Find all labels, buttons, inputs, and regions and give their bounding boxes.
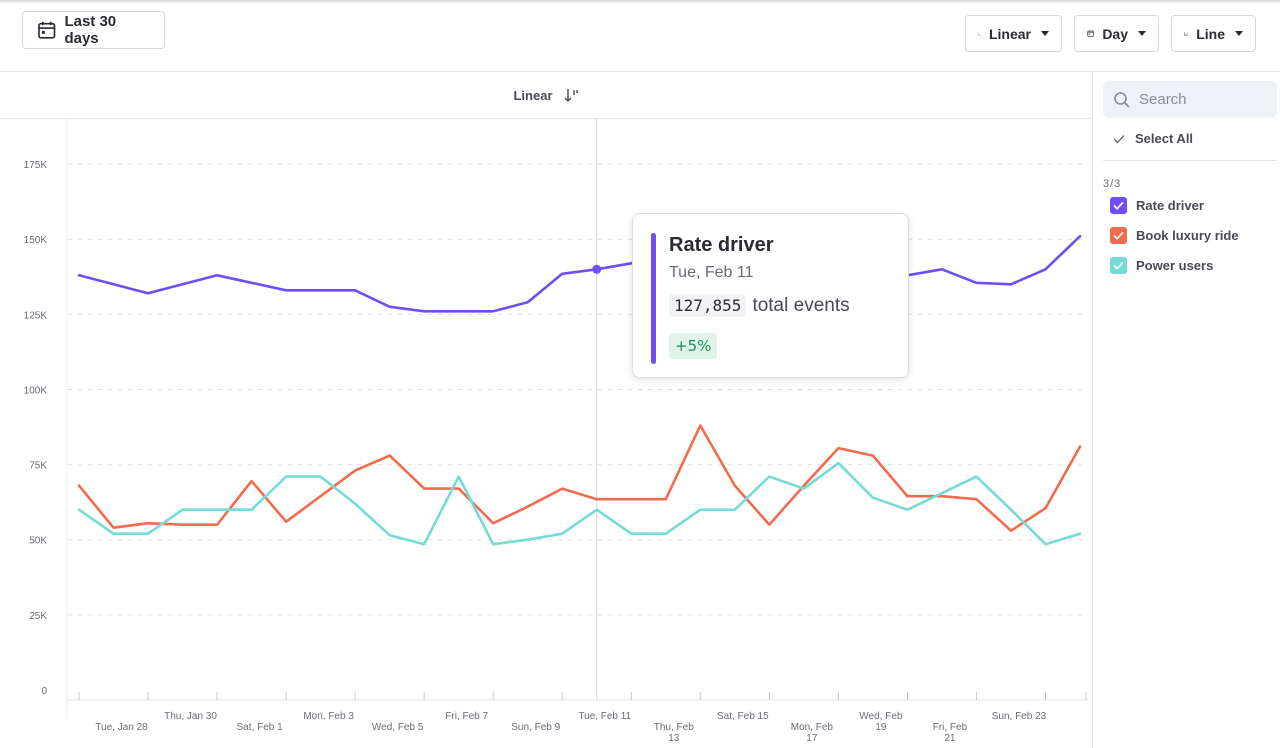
x-tick-label: Wed, Feb 5 bbox=[372, 722, 424, 733]
calendar-icon bbox=[1087, 30, 1094, 37]
line-chart-icon bbox=[1184, 31, 1188, 36]
x-tick-label: 19 bbox=[875, 722, 887, 733]
y-tick-label: 100K bbox=[24, 385, 48, 396]
hover-point bbox=[592, 264, 602, 274]
search-box[interactable] bbox=[1103, 81, 1277, 118]
calendar-icon bbox=[38, 21, 56, 39]
series-count: 3/3 bbox=[1103, 178, 1122, 190]
search-icon bbox=[1114, 91, 1130, 108]
y-tick-label: 175K bbox=[24, 160, 48, 171]
tooltip-value-row: 127,855 total events bbox=[669, 294, 850, 317]
chart-scale-label: Linear bbox=[513, 87, 553, 103]
x-tick-label: Wed, Feb bbox=[859, 711, 903, 722]
interval-dropdown[interactable]: Day bbox=[1074, 15, 1159, 52]
series-sidebar: Select All 3/3 Rate driver Book luxury r… bbox=[1093, 72, 1280, 748]
date-range-label: Last 30 days bbox=[64, 13, 117, 47]
y-tick-label: 75K bbox=[29, 461, 47, 472]
tooltip-date: Tue, Feb 11 bbox=[669, 264, 754, 281]
x-tick-label: Tue, Jan 28 bbox=[95, 722, 148, 733]
x-tick-label: 13 bbox=[668, 733, 680, 744]
y-tick-label: 25K bbox=[29, 611, 47, 622]
x-tick-label: Fri, Feb 7 bbox=[445, 711, 488, 722]
sidebar-divider-line bbox=[1103, 160, 1277, 161]
legend-item-label: Book luxury ride bbox=[1136, 228, 1239, 243]
chevron-down-icon bbox=[1041, 31, 1049, 36]
check-icon bbox=[1113, 134, 1125, 144]
search-input[interactable] bbox=[1139, 91, 1269, 108]
y-tick-label: 0 bbox=[41, 686, 47, 697]
series-line bbox=[77, 231, 1082, 313]
checkbox-checked-icon[interactable] bbox=[1110, 197, 1127, 214]
tooltip-change-badge: +5% bbox=[669, 333, 718, 359]
x-tick-label: Sat, Feb 15 bbox=[717, 711, 769, 722]
top-toolbar: Last 30 days Linear Day Line bbox=[0, 0, 1280, 72]
date-range-button[interactable]: Last 30 days bbox=[22, 11, 165, 49]
axis-icon bbox=[978, 32, 981, 35]
interval-dropdown-label: Day bbox=[1102, 25, 1128, 42]
y-tick-label: 125K bbox=[24, 310, 48, 321]
x-tick-label: Thu, Jan 30 bbox=[164, 711, 217, 722]
chevron-down-icon bbox=[1138, 31, 1146, 36]
y-tick-label: 150K bbox=[24, 235, 48, 246]
select-all-button[interactable]: Select All bbox=[1113, 131, 1193, 146]
chart-header: Linear bbox=[0, 72, 1092, 119]
legend-item-power-users[interactable]: Power users bbox=[1110, 257, 1213, 274]
chart-tooltip: Rate driver Tue, Feb 11 127,855 total ev… bbox=[632, 213, 909, 378]
chart-type-dropdown-label: Line bbox=[1196, 25, 1225, 42]
x-tick-label: Mon, Feb 3 bbox=[303, 711, 354, 722]
sidebar-divider bbox=[1092, 72, 1093, 748]
y-tick-label: 50K bbox=[29, 536, 47, 547]
select-all-label: Select All bbox=[1135, 131, 1194, 146]
legend-item-rate-driver[interactable]: Rate driver bbox=[1110, 197, 1204, 214]
x-tick-label: Tue, Feb 11 bbox=[578, 711, 631, 722]
tooltip-value: 127,855 bbox=[669, 294, 747, 317]
x-tick-label: Sun, Feb 23 bbox=[992, 711, 1047, 722]
legend-item-label: Rate driver bbox=[1136, 198, 1204, 213]
x-tick-label: Mon, Feb bbox=[791, 722, 834, 733]
tooltip-value-label: total events bbox=[752, 294, 850, 316]
chart-type-dropdown[interactable]: Line bbox=[1171, 15, 1256, 52]
scale-dropdown-label: Linear bbox=[988, 25, 1031, 42]
checkbox-checked-icon[interactable] bbox=[1110, 257, 1127, 274]
tooltip-color-bar bbox=[651, 233, 656, 364]
series-line bbox=[77, 461, 1082, 546]
tooltip-series-name: Rate driver bbox=[669, 234, 774, 256]
x-tick-label: Fri, Feb bbox=[933, 722, 968, 733]
x-tick-label: Sat, Feb 1 bbox=[237, 722, 284, 733]
x-tick-label: 17 bbox=[806, 733, 818, 744]
legend-item-book-luxury-ride[interactable]: Book luxury ride bbox=[1110, 227, 1239, 244]
scale-dropdown[interactable]: Linear bbox=[965, 15, 1062, 52]
checkbox-checked-icon[interactable] bbox=[1110, 227, 1127, 244]
x-tick-label: 21 bbox=[944, 733, 956, 744]
x-tick-label: Thu, Feb bbox=[654, 722, 694, 733]
sort-icon[interactable] bbox=[563, 87, 579, 103]
line-chart: 0 25K 50K 75K 100K 125K 150K 175K Tue, Jan 28 Thu… bbox=[24, 119, 1088, 744]
chevron-down-icon bbox=[1235, 31, 1243, 36]
legend-item-label: Power users bbox=[1136, 258, 1214, 273]
series-line bbox=[77, 424, 1082, 533]
x-tick-label: Sun, Feb 9 bbox=[511, 722, 560, 733]
